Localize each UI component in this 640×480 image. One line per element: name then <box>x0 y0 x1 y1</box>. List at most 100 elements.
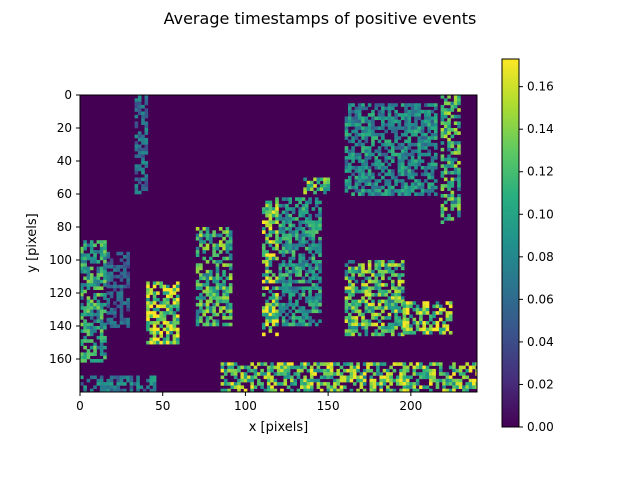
heatmap-cell <box>462 372 466 376</box>
heatmap-cell <box>265 279 269 284</box>
heatmap-cell <box>275 217 279 221</box>
heatmap-cell <box>382 382 387 386</box>
heatmap-cell <box>301 312 306 317</box>
heatmap-cell <box>288 220 293 224</box>
heatmap-cell <box>409 314 413 319</box>
heatmap-cell <box>347 316 352 320</box>
heatmap-cell <box>354 113 359 117</box>
y-tick-label: 160 <box>49 352 72 366</box>
heatmap-cell <box>433 162 438 167</box>
heatmap-cell <box>99 332 104 337</box>
heatmap-cell <box>283 362 288 366</box>
heatmap-cell <box>326 388 331 392</box>
heatmap-cell <box>390 149 395 154</box>
heatmap-cell <box>106 321 111 325</box>
heatmap-cell <box>298 286 302 290</box>
heatmap-cell <box>311 283 316 287</box>
heatmap-cell <box>146 288 150 292</box>
heatmap-cell <box>384 129 388 134</box>
heatmap-cell <box>86 279 91 284</box>
heatmap-cell <box>394 103 398 107</box>
heatmap-cell <box>285 240 289 244</box>
heatmap-cell <box>209 240 213 244</box>
heatmap-cell <box>424 103 428 107</box>
heatmap-cell <box>146 281 150 286</box>
heatmap-cell <box>394 175 398 180</box>
heatmap-cell <box>371 132 375 137</box>
heatmap-cell <box>414 129 418 134</box>
heatmap-cell <box>137 104 142 109</box>
heatmap-cell <box>227 368 231 373</box>
heatmap-cell <box>417 129 422 134</box>
colorbar-tick-label: 0.02 <box>527 377 554 391</box>
heatmap-cell <box>271 302 276 307</box>
heatmap-cell <box>354 266 359 271</box>
y-tick-label: 140 <box>49 319 72 333</box>
heatmap-cell <box>367 276 372 281</box>
heatmap-cell <box>156 281 160 286</box>
heatmap-cell <box>228 263 233 267</box>
heatmap-cell <box>301 276 306 281</box>
heatmap-cell <box>389 372 393 376</box>
heatmap-cell <box>430 165 435 170</box>
heatmap-cell <box>414 172 418 177</box>
heatmap-cell <box>265 269 269 274</box>
heatmap-cell <box>394 146 398 150</box>
heatmap-cell <box>247 378 251 383</box>
heatmap-cell <box>215 319 220 323</box>
heatmap-cell <box>399 388 403 392</box>
heatmap-cell <box>374 182 379 187</box>
heatmap-cell <box>223 382 228 386</box>
heatmap-cell <box>410 129 415 134</box>
heatmap-cell <box>285 286 289 290</box>
heatmap-cell <box>291 253 296 257</box>
heatmap-cell <box>344 132 349 137</box>
heatmap-cell <box>291 243 296 248</box>
heatmap-cell <box>417 156 422 160</box>
heatmap-cell <box>316 365 321 370</box>
heatmap-cell <box>296 388 301 392</box>
heatmap-cell <box>438 327 443 332</box>
heatmap-cell <box>202 240 207 244</box>
heatmap-cell <box>347 149 352 154</box>
heatmap-cell <box>374 116 379 121</box>
heatmap-cell <box>243 375 248 380</box>
heatmap-cell <box>99 319 104 323</box>
heatmap-cell <box>440 187 445 191</box>
heatmap-cell <box>397 162 402 167</box>
heatmap-cell <box>369 375 374 380</box>
heatmap-cell <box>387 329 392 333</box>
heatmap-cell <box>351 329 355 333</box>
heatmap-cell <box>319 388 324 392</box>
heatmap-cell <box>316 385 321 389</box>
heatmap-cell <box>419 307 423 312</box>
heatmap-cell <box>162 337 167 342</box>
heatmap-cell <box>144 161 149 165</box>
heatmap-cell <box>126 271 130 276</box>
heatmap-cell <box>301 319 306 323</box>
heatmap-cell <box>318 296 322 300</box>
heatmap-cell <box>134 170 139 175</box>
heatmap-cell <box>80 286 84 290</box>
heatmap-cell <box>457 108 461 112</box>
heatmap-cell <box>109 378 114 383</box>
heatmap-cell <box>109 278 114 282</box>
heatmap-cell <box>409 375 413 380</box>
heatmap-cell <box>367 192 372 196</box>
heatmap-cell <box>311 223 316 228</box>
heatmap-cell <box>83 246 87 251</box>
heatmap-cell <box>347 312 352 317</box>
heatmap-cell <box>400 103 405 107</box>
heatmap-cell <box>326 184 331 188</box>
heatmap-cell <box>326 382 331 386</box>
heatmap-cell <box>412 317 417 322</box>
heatmap-cell <box>374 136 379 140</box>
heatmap-cell <box>362 372 367 376</box>
heatmap-cell <box>220 368 225 373</box>
heatmap-cell <box>430 119 435 124</box>
heatmap-cell <box>146 297 150 302</box>
heatmap-cell <box>443 114 448 119</box>
x-tick-label: 200 <box>399 399 422 413</box>
heatmap-cell <box>266 372 271 376</box>
heatmap-cell <box>263 388 268 392</box>
